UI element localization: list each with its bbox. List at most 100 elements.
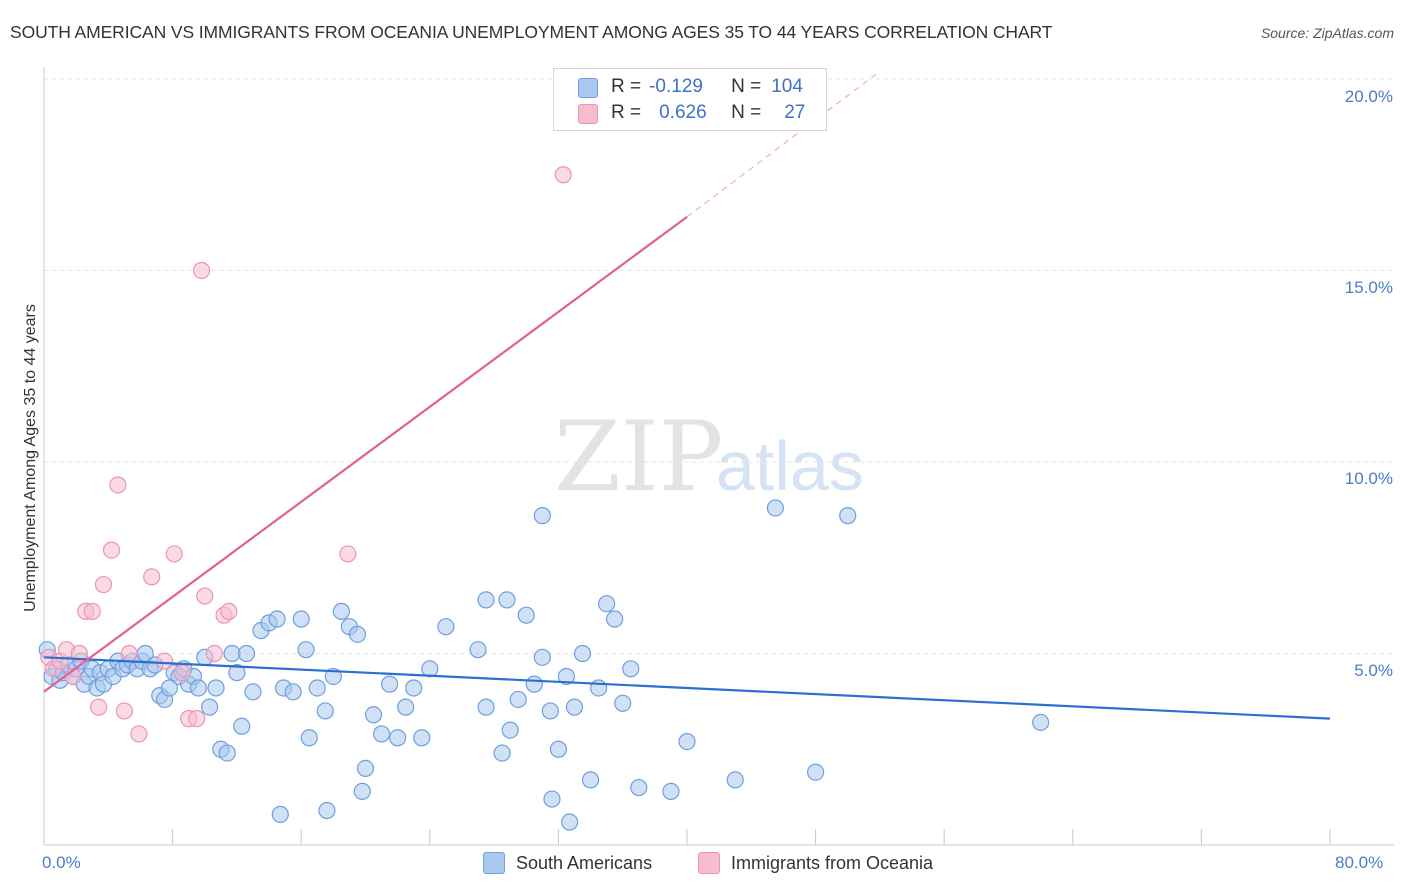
data-point xyxy=(205,644,223,663)
data-point xyxy=(678,732,696,751)
data-point xyxy=(83,602,101,620)
axes xyxy=(43,67,1394,846)
legend-n-label: N = xyxy=(731,76,762,97)
data-point xyxy=(622,660,640,678)
data-point xyxy=(509,690,527,709)
watermark-atlas: atlas xyxy=(716,427,864,505)
data-point xyxy=(292,610,310,628)
trend-lines xyxy=(43,70,1331,720)
data-point xyxy=(339,545,357,563)
data-point xyxy=(501,721,519,739)
legend-swatch-pink xyxy=(578,104,598,124)
y-tick-10: 10.0% xyxy=(1344,469,1393,488)
source-credit: Source: ZipAtlas.com xyxy=(1260,25,1394,41)
data-point xyxy=(405,679,423,697)
legend-swatch-pink xyxy=(698,852,720,874)
data-point xyxy=(324,667,342,686)
data-point xyxy=(160,679,178,697)
data-point xyxy=(244,683,262,701)
x-tick-min: 0.0% xyxy=(42,853,81,872)
legend-south-americans: South Americans xyxy=(483,852,652,874)
data-point xyxy=(207,679,225,697)
data-point xyxy=(437,618,455,636)
data-point xyxy=(284,683,302,701)
legend-row-blue: R = -0.129 N = 104 xyxy=(611,75,803,99)
data-point xyxy=(766,499,785,517)
data-point xyxy=(589,679,608,697)
trend-line-oceania-extension xyxy=(686,70,881,218)
data-point xyxy=(220,602,238,620)
data-point xyxy=(189,679,207,697)
data-point xyxy=(271,805,289,823)
data-point xyxy=(102,541,121,559)
trend-line-oceania xyxy=(43,215,688,693)
data-point xyxy=(188,710,206,728)
data-point xyxy=(233,717,251,735)
data-point xyxy=(573,644,592,663)
legend-r-label: R = xyxy=(611,76,642,97)
gridlines xyxy=(44,78,1394,654)
data-point xyxy=(372,725,391,743)
legend-r-label: R = xyxy=(611,102,642,123)
data-point xyxy=(192,261,211,280)
data-point xyxy=(120,644,138,663)
data-point xyxy=(477,591,495,609)
data-point xyxy=(94,575,113,594)
data-point xyxy=(381,675,399,693)
data-point xyxy=(533,507,551,525)
data-point xyxy=(109,476,127,494)
data-point xyxy=(498,591,516,609)
legend-row-pink: R = 0.626 N = 27 xyxy=(611,101,805,125)
data-point xyxy=(549,740,568,758)
data-point xyxy=(165,545,183,563)
legend-r-value: -0.129 xyxy=(649,76,703,97)
legend-swatch-blue xyxy=(483,852,505,874)
legend-label: South Americans xyxy=(516,852,653,873)
data-point xyxy=(228,664,246,682)
data-point xyxy=(554,166,572,184)
data-point xyxy=(662,782,680,800)
data-point xyxy=(348,625,367,643)
legend-n-label: N = xyxy=(731,102,762,123)
data-point xyxy=(332,602,350,620)
data-point xyxy=(565,698,584,716)
data-point xyxy=(364,706,383,724)
data-point xyxy=(218,744,236,762)
data-point xyxy=(630,778,648,797)
data-point xyxy=(606,610,624,628)
data-point xyxy=(397,698,415,716)
y-tick-20: 20.0% xyxy=(1344,87,1393,106)
data-point xyxy=(1032,713,1050,732)
chart-title: SOUTH AMERICAN VS IMMIGRANTS FROM OCEANI… xyxy=(10,22,1053,42)
data-point xyxy=(300,729,318,747)
data-point xyxy=(196,587,214,605)
data-point xyxy=(90,698,108,716)
legend-n-value: 27 xyxy=(784,102,806,123)
data-point xyxy=(421,660,439,678)
data-point xyxy=(268,610,286,628)
data-point xyxy=(316,702,334,720)
legend-oceania: Immigrants from Oceania xyxy=(698,852,933,874)
data-point xyxy=(413,729,431,747)
data-point xyxy=(517,606,535,624)
data-point xyxy=(318,801,336,820)
data-point xyxy=(598,595,616,613)
data-point xyxy=(223,644,241,663)
data-point xyxy=(389,729,407,747)
data-point xyxy=(541,702,559,720)
data-point xyxy=(130,725,148,743)
data-point xyxy=(297,641,315,659)
data-point xyxy=(173,664,191,682)
data-point xyxy=(356,759,375,778)
data-point xyxy=(353,782,371,800)
watermark-zip: ZIP xyxy=(554,401,723,513)
data-point xyxy=(155,652,174,670)
y-axis-label: Unemployment Among Ages 35 to 44 years xyxy=(22,304,39,612)
trend-line-south-americans xyxy=(43,656,1331,720)
x-tick-max: 80.0% xyxy=(1335,853,1384,872)
data-point xyxy=(115,702,133,720)
data-point xyxy=(525,675,543,693)
data-point xyxy=(839,507,857,525)
data-point xyxy=(614,694,632,712)
